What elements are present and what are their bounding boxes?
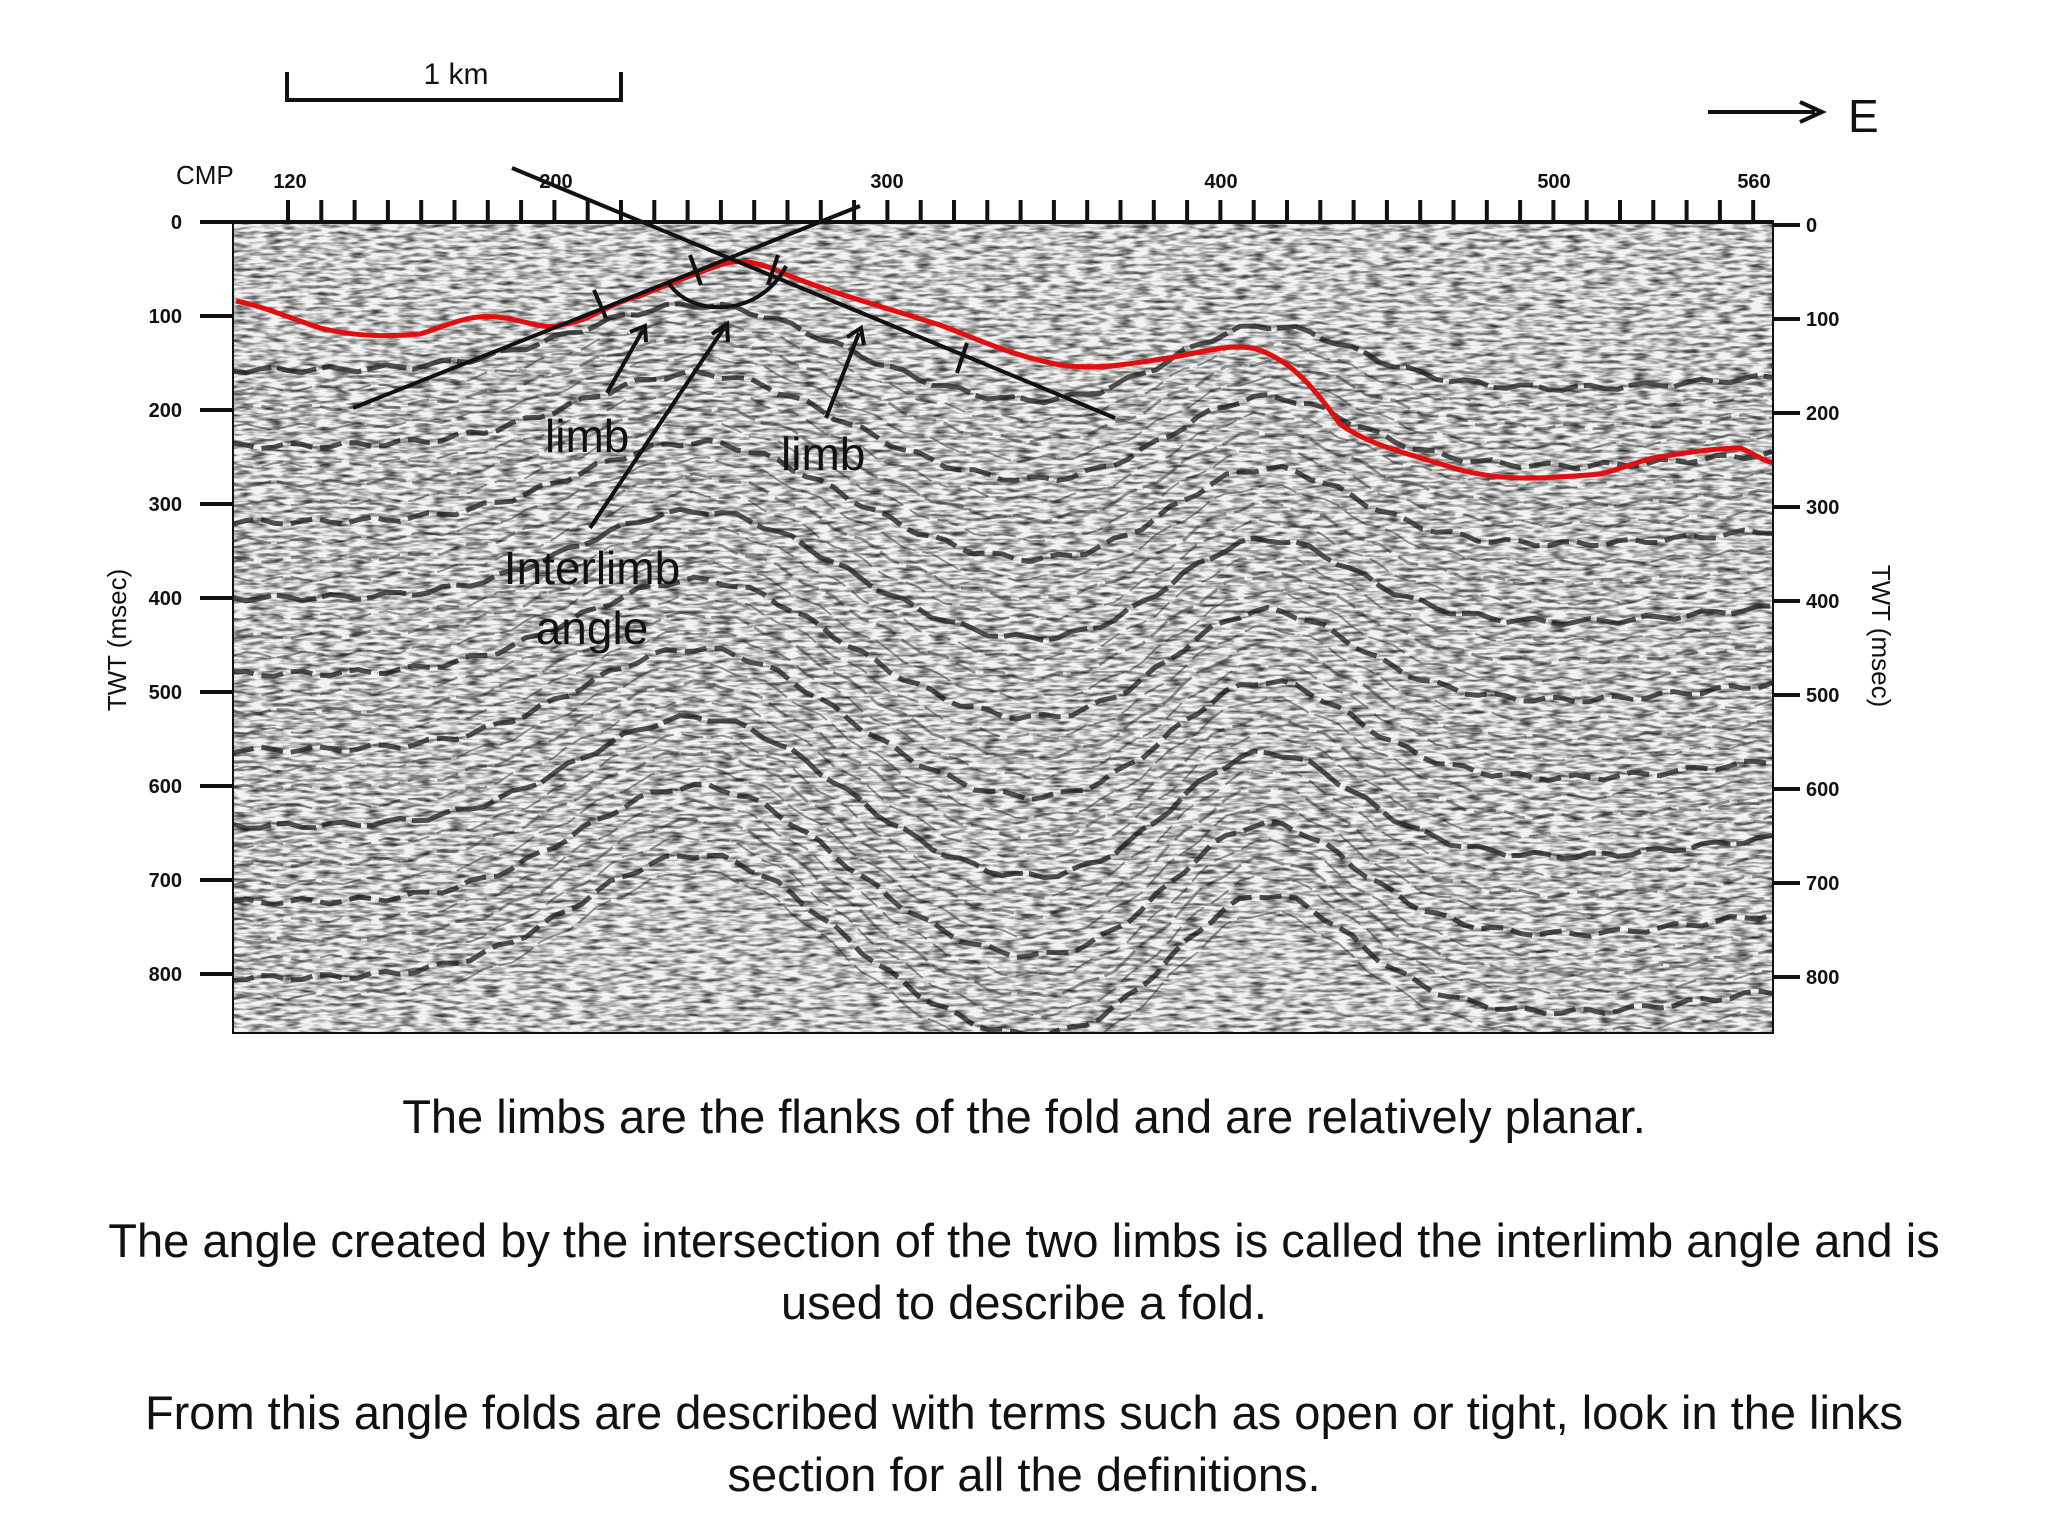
seismic-reflectors: [232, 301, 1773, 1034]
interlimb-angle-arc: [666, 265, 788, 310]
pointer-arrow-icon: [605, 329, 645, 394]
y-tick-label: 500: [1806, 685, 1839, 707]
y-axis-left-ticks: 0 100 200 300 400 500 600 700 800: [149, 212, 232, 986]
y-tick-label: 100: [149, 306, 182, 328]
caption-text: used to describe a fold.: [781, 1276, 1267, 1329]
y-axis-title-left: TWT (msec): [102, 569, 132, 712]
right-limb-line: [511, 166, 1116, 420]
fold-annotations: limb limb Interlimb angle: [352, 166, 1116, 654]
interlimb-label: angle: [536, 602, 649, 654]
limb-tick: [688, 254, 703, 286]
arrowhead-icon: [1799, 100, 1827, 124]
y-tick-label: 500: [149, 682, 182, 704]
seabed-horizon: [235, 259, 1774, 481]
y-axis-right: TWT (msec) 0 100 200 300 400 500 600 700 800: [1774, 215, 1896, 989]
direction-indicator: E: [1708, 90, 1879, 142]
limb-tick: [592, 289, 608, 319]
y-tick-label: 700: [149, 870, 182, 892]
y-tick-label: 0: [1806, 215, 1817, 237]
limb-label-right: limb: [781, 428, 865, 480]
caption-text: From this angle folds are described with…: [144, 1386, 1904, 1439]
caption-paragraph: The limbs are the flanks of the fold and…: [0, 1086, 2048, 1148]
left-limb-line: [352, 204, 861, 410]
x-tick-label: 200: [539, 171, 572, 193]
pointer-arrow-icon: [824, 332, 861, 419]
y-tick-label: 200: [1806, 403, 1839, 425]
y-axis-right-ticks: 0 100 200 300 400 500 600 700 800: [1774, 215, 1839, 989]
arrowhead-icon: [845, 324, 866, 346]
y-tick-label: 600: [1806, 779, 1839, 801]
x-tick-label: 300: [870, 171, 903, 193]
interlimb-label: Interlimb: [504, 542, 680, 594]
direction-label: E: [1848, 90, 1879, 142]
y-tick-label: 800: [1806, 967, 1839, 989]
y-tick-label: 0: [171, 212, 182, 234]
x-tick-label: 500: [1537, 171, 1570, 193]
y-axis-title-right: TWT (msec): [1866, 565, 1896, 708]
y-tick-label: 100: [1806, 309, 1839, 331]
y-tick-label: 300: [149, 494, 182, 516]
y-axis-left: TWT (msec) 0 100 200 300 400 500 600 700 800: [102, 212, 232, 986]
y-tick-label: 400: [149, 588, 182, 610]
scale-bar-label: 1 km: [423, 58, 488, 91]
y-tick-label: 200: [149, 400, 182, 422]
caption-text: The limbs are the flanks of the fold and…: [402, 1090, 1646, 1143]
y-tick-label: 800: [149, 964, 182, 986]
arrowhead-icon: [710, 320, 730, 343]
pointer-arrow-icon: [588, 326, 726, 530]
x-tick-label: 120: [273, 171, 306, 193]
y-tick-label: 600: [149, 776, 182, 798]
arrowhead-icon: [629, 323, 648, 343]
caption-text: section for all the definitions.: [727, 1448, 1321, 1501]
limb-tick: [955, 342, 969, 374]
seismic-section: [232, 222, 1774, 1034]
y-tick-label: 700: [1806, 873, 1839, 895]
caption-text: The angle created by the intersection of…: [108, 1214, 1940, 1267]
caption-paragraph: From this angle folds are described with…: [0, 1382, 2048, 1506]
y-tick-label: 300: [1806, 497, 1839, 519]
scale-bar: 1 km: [285, 58, 623, 102]
x-tick-label: 400: [1204, 171, 1237, 193]
x-tick-label: 560: [1737, 171, 1770, 193]
limb-tick: [766, 254, 780, 286]
y-tick-label: 400: [1806, 591, 1839, 613]
scale-bar-line: [285, 72, 623, 102]
x-axis-ticks: [232, 200, 1774, 224]
x-axis-title: CMP: [176, 160, 234, 190]
limb-label-left: limb: [545, 410, 629, 462]
caption-paragraph: The angle created by the intersection of…: [0, 1210, 2048, 1334]
x-axis: CMP 120 200 300 400 500 560: [176, 160, 1774, 224]
